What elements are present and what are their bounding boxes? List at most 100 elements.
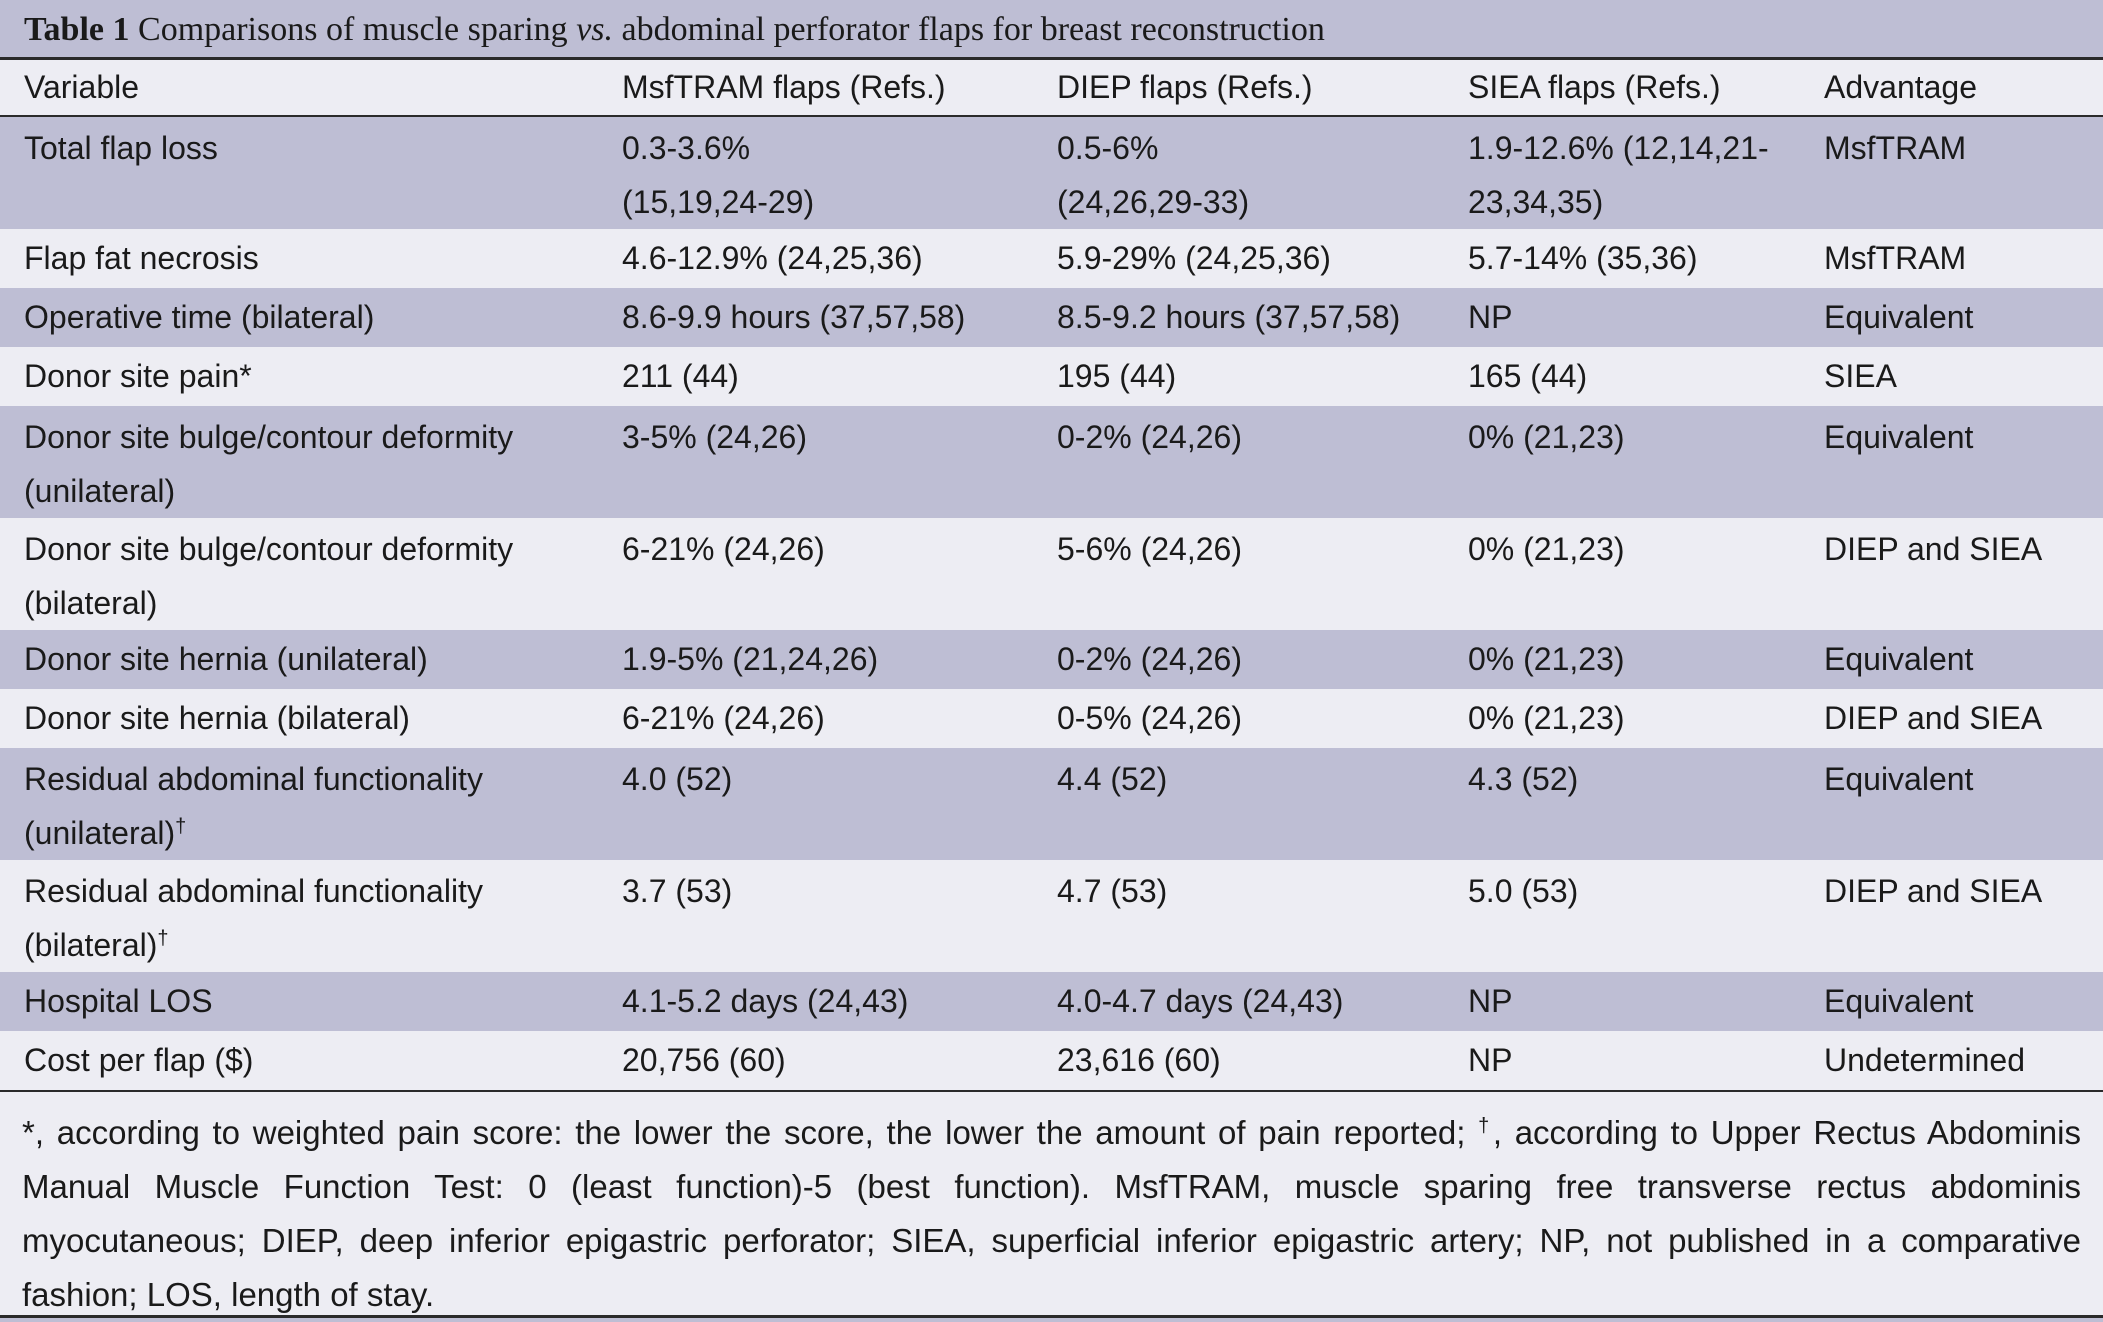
cell-advantage: DIEP and SIEA — [1824, 531, 2043, 567]
header-diep: DIEP flaps (Refs.) — [1033, 60, 1444, 117]
cell-advantage: Equivalent — [1824, 641, 1974, 677]
cell-msftram: 211 (44) — [622, 358, 739, 394]
cell-diep: 23,616 (60) — [1057, 1042, 1221, 1078]
cell-msftram: 4.1-5.2 days (24,43) — [622, 983, 909, 1019]
cell-advantage: DIEP and SIEA — [1824, 873, 2043, 909]
dagger-mark: † — [157, 927, 169, 950]
cell-diep: 4.7 (53) — [1057, 873, 1168, 909]
table-row: Flap fat necrosis 4.6-12.9% (24,25,36) 5… — [0, 229, 2103, 288]
header-msftram: MsfTRAM flaps (Refs.) — [598, 60, 1033, 117]
table-row: Cost per flap ($) 20,756 (60) 23,616 (60… — [0, 1031, 2103, 1090]
cell-msftram: 4.0 (52) — [622, 761, 733, 797]
cell-variable: Total flap loss — [24, 130, 218, 166]
cell-diep: 5.9-29% (24,25,36) — [1057, 240, 1331, 276]
table-title-pre: Comparisons of muscle sparing — [138, 11, 568, 48]
table-footnote: *, according to weighted pain score: the… — [0, 1090, 2103, 1318]
table-row: Hospital LOS 4.1-5.2 days (24,43) 4.0-4.… — [0, 972, 2103, 1031]
cell-msftram: 4.6-12.9% (24,25,36) — [622, 240, 923, 276]
cell-variable: Hospital LOS — [24, 983, 213, 1019]
cell-diep: 4.4 (52) — [1057, 761, 1168, 797]
cell-siea: 4.3 (52) — [1468, 761, 1579, 797]
cell-siea: 0% (21,23) — [1468, 700, 1625, 736]
cell-siea: 5.0 (53) — [1468, 873, 1579, 909]
cell-variable: Donor site bulge/contour deformity (unil… — [0, 406, 598, 518]
cell-variable: Operative time (bilateral) — [24, 299, 375, 335]
cell-msftram: 3-5% (24,26) — [622, 419, 807, 455]
table-row: Residual abdominal functionality (unilat… — [0, 748, 2103, 860]
table-row: Operative time (bilateral) 8.6-9.9 hours… — [0, 288, 2103, 347]
cell-advantage: Equivalent — [1824, 983, 1974, 1019]
table-row: Donor site pain* 211 (44) 195 (44) 165 (… — [0, 347, 2103, 406]
cell-siea: 0% (21,23) — [1468, 641, 1625, 677]
cell-line: Donor site bulge/contour deformity — [24, 419, 514, 455]
table-row: Donor site bulge/contour deformity (unil… — [0, 406, 2103, 518]
cell-diep: 0-5% (24,26) — [1057, 700, 1242, 736]
cell-line-text: (unilateral) — [24, 815, 176, 851]
cell-advantage: MsfTRAM — [1824, 240, 1967, 276]
cell-siea: 165 (44) — [1468, 358, 1588, 394]
cell-siea: NP — [1468, 1042, 1513, 1078]
cell-line: 0.3-3.6% — [622, 130, 751, 166]
cell-advantage: MsfTRAM — [1824, 130, 1967, 166]
cell-line: Residual abdominal functionality — [24, 873, 483, 909]
cell-variable: Residual abdominal functionality (unilat… — [0, 748, 598, 860]
table-row: Donor site bulge/contour deformity (bila… — [0, 518, 2103, 630]
cell-siea: NP — [1468, 299, 1513, 335]
header-siea: SIEA flaps (Refs.) — [1444, 60, 1800, 117]
cell-line-text: (bilateral) — [24, 927, 158, 963]
cell-line: (unilateral)† — [24, 806, 598, 860]
cell-variable: Donor site hernia (bilateral) — [24, 700, 410, 736]
table-title-vs: vs. — [576, 11, 614, 48]
table-row: Total flap loss 0.3-3.6% (15,19,24-29) 0… — [0, 116, 2103, 229]
cell-diep: 4.0-4.7 days (24,43) — [1057, 983, 1344, 1019]
cell-advantage: DIEP and SIEA — [1824, 700, 2043, 736]
header-advantage: Advantage — [1800, 60, 2103, 117]
cell-diep: 8.5-9.2 hours (37,57,58) — [1057, 299, 1401, 335]
cell-variable: Donor site pain* — [24, 358, 252, 394]
footnote-dagger: † — [1478, 1115, 1493, 1137]
cell-line: Residual abdominal functionality — [24, 761, 483, 797]
cell-advantage: Equivalent — [1824, 299, 1974, 335]
cell-msftram: 0.3-3.6% (15,19,24-29) — [598, 116, 1033, 229]
cell-diep: 5-6% (24,26) — [1057, 531, 1242, 567]
cell-diep: 0-2% (24,26) — [1057, 641, 1242, 677]
cell-line: (bilateral) — [24, 585, 158, 621]
cell-siea: NP — [1468, 983, 1513, 1019]
cell-advantage: Equivalent — [1824, 419, 1974, 455]
table-row: Residual abdominal functionality (bilate… — [0, 860, 2103, 972]
cell-siea: 0% (21,23) — [1468, 419, 1625, 455]
cell-msftram: 8.6-9.9 hours (37,57,58) — [622, 299, 966, 335]
table-title: Table 1 Comparisons of muscle sparing vs… — [0, 0, 2103, 60]
cell-line: (bilateral)† — [24, 918, 598, 972]
cell-diep: 0-2% (24,26) — [1057, 419, 1242, 455]
cell-advantage: SIEA — [1824, 358, 1897, 394]
cell-line: (unilateral) — [24, 473, 176, 509]
cell-msftram: 1.9-5% (21,24,26) — [622, 641, 879, 677]
cell-line: (24,26,29-33) — [1057, 184, 1250, 220]
cell-diep: 195 (44) — [1057, 358, 1177, 394]
table-title-post: abdominal perforator flaps for breast re… — [621, 11, 1325, 48]
cell-msftram: 3.7 (53) — [622, 873, 733, 909]
cell-line: Donor site bulge/contour deformity — [24, 531, 514, 567]
cell-line: 0.5-6% — [1057, 130, 1159, 166]
footnote-rest-text: , according to Upper Rectus Abdominis Ma… — [22, 1114, 2081, 1313]
cell-variable: Donor site hernia (unilateral) — [24, 641, 428, 677]
cell-variable: Donor site bulge/contour deformity (bila… — [0, 518, 598, 630]
cell-variable: Flap fat necrosis — [24, 240, 259, 276]
cell-msftram: 6-21% (24,26) — [622, 700, 825, 736]
cell-advantage: Undetermined — [1824, 1042, 2025, 1078]
table-title-lead: Table 1 — [24, 11, 130, 48]
table-header-row: Variable MsfTRAM flaps (Refs.) DIEP flap… — [0, 60, 2103, 117]
cell-line: 1.9-12.6% (12,14,21- — [1468, 130, 1769, 166]
cell-advantage: Equivalent — [1824, 761, 1974, 797]
header-variable: Variable — [0, 60, 598, 117]
cell-msftram: 20,756 (60) — [622, 1042, 786, 1078]
cell-line: (15,19,24-29) — [622, 184, 815, 220]
cell-variable: Residual abdominal functionality (bilate… — [0, 860, 598, 972]
cell-line: 23,34,35) — [1468, 184, 1604, 220]
table-row: Donor site hernia (bilateral) 6-21% (24,… — [0, 689, 2103, 748]
table-row: Donor site hernia (unilateral) 1.9-5% (2… — [0, 630, 2103, 689]
cell-siea: 5.7-14% (35,36) — [1468, 240, 1698, 276]
cell-siea: 0% (21,23) — [1468, 531, 1625, 567]
